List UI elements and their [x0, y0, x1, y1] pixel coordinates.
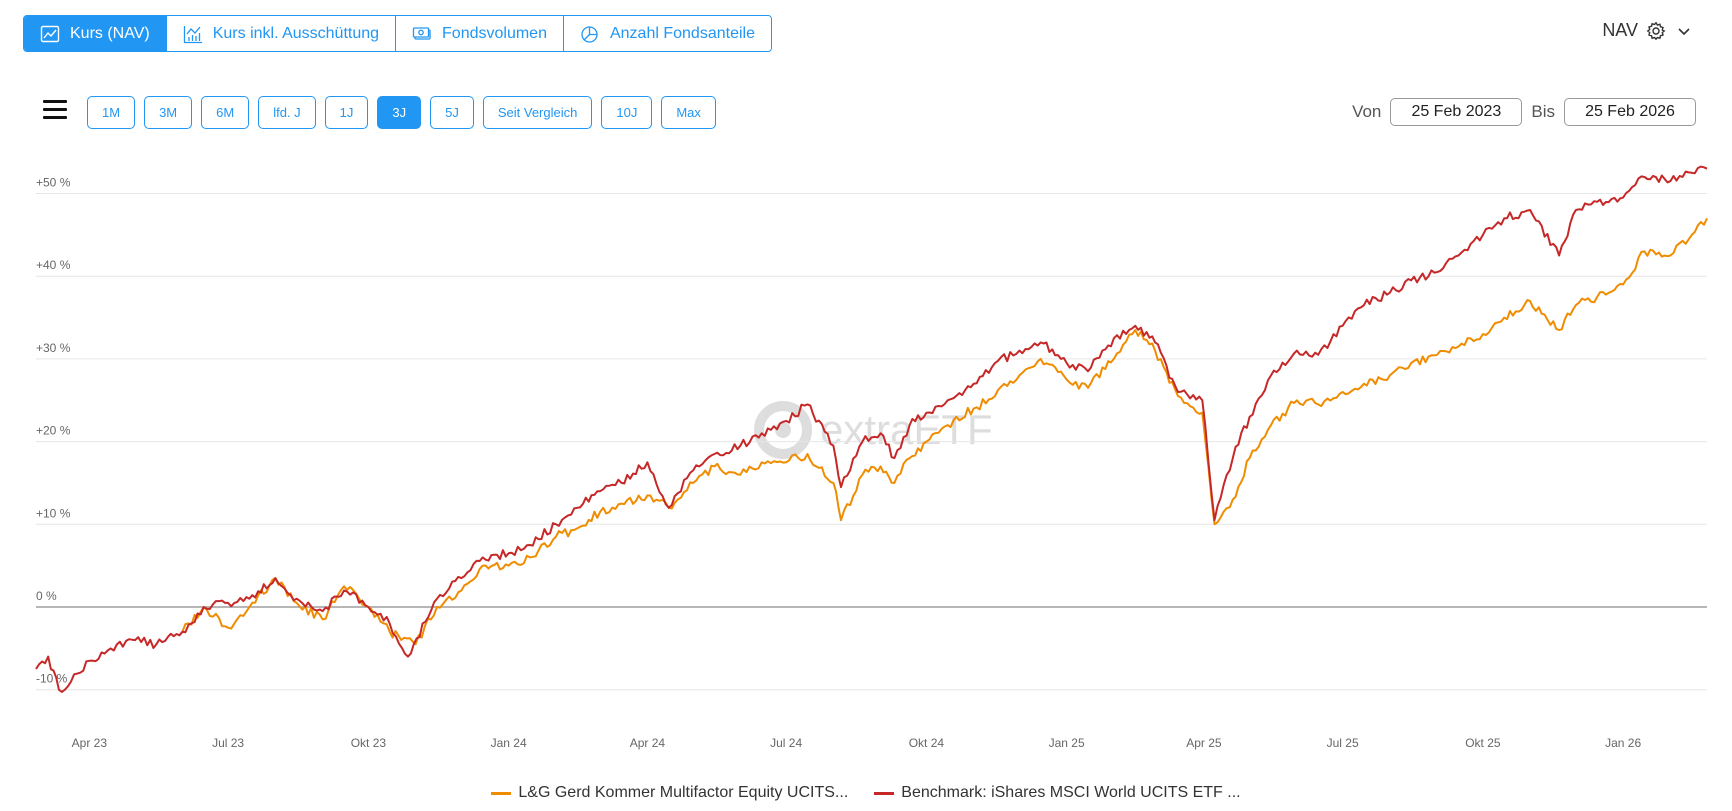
legend-item-fund[interactable]: L&G Gerd Kommer Multifactor Equity UCITS… — [491, 784, 848, 802]
range-button-3y[interactable]: 3J — [377, 96, 422, 129]
date-range: Von Bis — [1352, 98, 1696, 126]
tab-label: Anzahl Fondsanteile — [609, 24, 755, 42]
tab-anzahl-fondsanteile[interactable]: Anzahl Fondsanteile — [563, 16, 771, 51]
range-button-1y[interactable]: 1J — [324, 96, 369, 129]
tab-label: Kurs inkl. Ausschüttung — [212, 24, 380, 42]
tab-label: Fondsvolumen — [442, 24, 547, 42]
x-tick-label: Okt 25 — [1465, 736, 1501, 750]
series-line-benchmark — [35, 165, 1708, 693]
x-tick-label: Jan 25 — [1049, 736, 1085, 750]
x-tick-label: Okt 23 — [351, 736, 387, 750]
range-button-5y[interactable]: 5J — [430, 96, 474, 129]
line-chart-icon — [40, 25, 60, 42]
range-button-3m[interactable]: 3M — [144, 96, 193, 129]
range-button-6m[interactable]: 6M — [201, 96, 250, 129]
x-tick-label: Jul 24 — [770, 736, 802, 750]
pie-chart-icon — [581, 25, 598, 43]
range-button-since-comparison[interactable]: Seit Vergleich — [482, 96, 593, 129]
y-tick-label: 0 % — [36, 589, 57, 603]
chevron-down-icon — [1678, 27, 1690, 35]
tab-fondsvolumen[interactable]: Fondsvolumen — [396, 16, 564, 51]
range-button-max[interactable]: Max — [661, 96, 716, 129]
y-tick-label: +50 % — [36, 176, 71, 190]
bar-line-chart-icon — [183, 25, 202, 43]
watermark-logo: extraETF — [754, 401, 993, 459]
x-tick-label: Jan 26 — [1605, 736, 1641, 750]
x-tick-label: Apr 24 — [630, 736, 666, 750]
legend-swatch-fund — [491, 791, 512, 795]
watermark-text: extraETF — [820, 406, 993, 453]
performance-chart: extraETF +50 % +40 % +30 % +20 % +10 % 0 % -10… — [35, 165, 1708, 750]
x-tick-label: Apr 25 — [1186, 736, 1222, 750]
x-tick-label: Okt 24 — [909, 736, 945, 750]
gear-icon — [1646, 21, 1666, 40]
hamburger-menu-icon[interactable] — [43, 100, 67, 124]
range-button-1m[interactable]: 1M — [87, 96, 136, 129]
x-tick-label: Jan 24 — [491, 736, 527, 750]
legend-label: Benchmark: iShares MSCI World UCITS ETF … — [901, 784, 1241, 801]
range-button-10y[interactable]: 10J — [601, 96, 653, 129]
nav-label: NAV — [1602, 20, 1638, 40]
chart-legend: L&G Gerd Kommer Multifactor Equity UCITS… — [0, 784, 1732, 802]
y-tick-label: +40 % — [36, 258, 71, 272]
legend-label: L&G Gerd Kommer Multifactor Equity UCITS… — [518, 784, 849, 801]
y-tick-label: +10 % — [36, 506, 71, 520]
to-date-input[interactable] — [1564, 98, 1696, 126]
from-date-input[interactable] — [1390, 98, 1523, 126]
banknote-icon — [412, 26, 431, 40]
tab-kurs-nav[interactable]: Kurs (NAV) — [24, 16, 167, 51]
legend-item-benchmark[interactable]: Benchmark: iShares MSCI World UCITS ETF … — [874, 784, 1241, 802]
nav-settings-dropdown[interactable]: NAV — [1602, 20, 1694, 41]
legend-swatch-benchmark — [874, 791, 895, 795]
to-label: Bis — [1531, 102, 1555, 121]
x-tick-label: Apr 23 — [72, 736, 108, 750]
y-tick-label: +30 % — [36, 341, 71, 355]
series-line-fund — [181, 217, 1708, 646]
tab-label: Kurs (NAV) — [70, 24, 150, 42]
y-tick-label: -10 % — [36, 672, 68, 686]
x-tick-label: Jul 25 — [1327, 736, 1359, 750]
range-button-ytd[interactable]: lfd. J — [258, 96, 316, 129]
tab-kurs-inkl-ausschuettung[interactable]: Kurs inkl. Ausschüttung — [166, 16, 397, 51]
range-buttons: 1M 3M 6M lfd. J 1J 3J 5J Seit Vergleich … — [87, 96, 716, 129]
x-tick-label: Jul 23 — [212, 736, 244, 750]
chart-mode-tabs: Kurs (NAV) Kurs inkl. Ausschüttung Fonds… — [23, 15, 772, 52]
y-tick-label: +20 % — [36, 424, 71, 438]
from-label: Von — [1352, 102, 1382, 121]
